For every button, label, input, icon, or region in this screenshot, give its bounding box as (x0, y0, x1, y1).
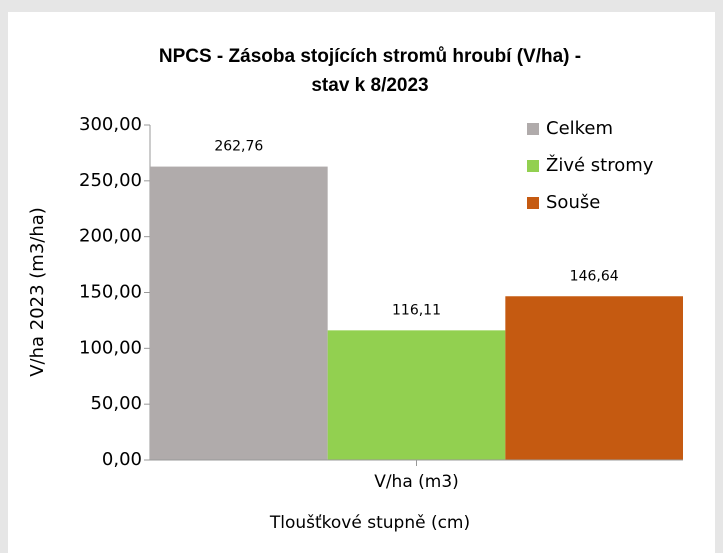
y-axis-label: V/ha 2023 (m3/ha) (27, 207, 48, 377)
bar (150, 166, 328, 461)
x-axis-label: Tloušťkové stupně (cm) (269, 513, 470, 533)
chart-subtitle: stav k 8/2023 (311, 75, 428, 96)
value-label: 146,64 (570, 268, 619, 284)
legend-label: Souše (546, 192, 600, 213)
value-label: 116,11 (392, 302, 441, 318)
legend-swatch (527, 160, 539, 172)
x-tick-label: V/ha (m3) (374, 472, 459, 492)
y-tick-label: 200,00 (79, 226, 142, 247)
y-tick-label: 50,00 (90, 393, 142, 414)
y-tick-label: 300,00 (79, 114, 142, 135)
y-tick-label: 250,00 (79, 170, 142, 191)
chart-area (8, 12, 715, 553)
bar (327, 330, 506, 460)
legend-swatch (527, 123, 539, 135)
bar (505, 296, 683, 460)
legend-label: Celkem (546, 118, 613, 139)
chart-title: NPCS - Zásoba stojících stromů hroubí (V… (159, 46, 581, 67)
legend-label: Živé stromy (546, 154, 654, 176)
y-tick-label: 150,00 (79, 282, 142, 303)
legend-swatch (527, 197, 539, 209)
value-label: 262,76 (214, 139, 263, 155)
y-tick-label: 0,00 (102, 449, 142, 470)
y-tick-label: 100,00 (79, 337, 142, 358)
